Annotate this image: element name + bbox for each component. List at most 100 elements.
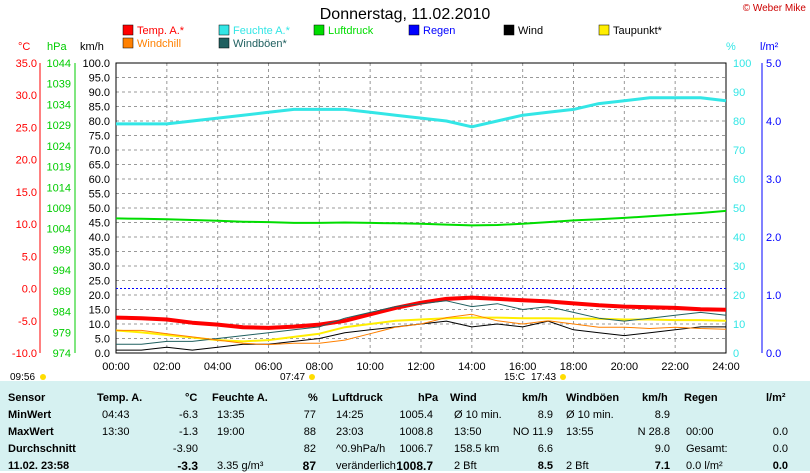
sunrise-left-label: 09:56 <box>10 372 35 381</box>
time-tick-label: 24:00 <box>712 361 740 373</box>
table-cell-temp_t: 13:30 <box>102 426 130 438</box>
legend-swatch <box>218 24 230 36</box>
hpa-tick-label: 979 <box>53 327 71 339</box>
legend-swatch <box>313 24 325 36</box>
table-cell-rain_l: 00:00 <box>686 426 714 438</box>
table-cell-temp_v: -6.3 <box>179 409 198 421</box>
pct-tick-label: 10 <box>733 319 745 331</box>
time-tick-label: 04:00 <box>204 361 232 373</box>
legend-label: Feuchte A.* <box>233 25 291 37</box>
kmh-tick-label: 15.0 <box>89 305 110 317</box>
hdr-sensor: Sensor <box>8 392 46 404</box>
temp-tick-label: -10.0 <box>12 348 37 360</box>
hdr-temp: Temp. A. <box>97 392 143 404</box>
legend-label: Temp. A.* <box>137 25 185 37</box>
kmh-tick-label: 55.0 <box>89 189 110 201</box>
sun-icon <box>40 374 46 380</box>
hpa-tick-label: 989 <box>53 286 71 298</box>
rain-unit-label: l/m² <box>760 41 779 53</box>
hpa-tick-label: 1019 <box>47 162 71 174</box>
kmh-tick-label: 75.0 <box>89 131 110 143</box>
table-cell-hum_v: 82 <box>303 443 316 455</box>
temp-tick-label: 15.0 <box>16 187 37 199</box>
table-cell-hum_v: 87 <box>302 459 316 473</box>
hdr-wind-unit: km/h <box>522 392 548 404</box>
kmh-tick-label: 80.0 <box>89 116 110 128</box>
table-cell-gust_l: Ø 10 min. <box>566 409 614 421</box>
kmh-tick-label: 90.0 <box>89 87 110 99</box>
table-cell-press_t: 23:03 <box>336 426 364 438</box>
kmh-tick-label: 60.0 <box>89 174 110 186</box>
hpa-tick-label: 994 <box>53 265 71 277</box>
table-cell-temp_v: -1.3 <box>179 426 198 438</box>
table-cell-gust_v: 9.0 <box>654 443 670 455</box>
legend-label: Taupunkt* <box>613 25 663 37</box>
time-tick-label: 06:00 <box>255 361 283 373</box>
series-line <box>116 300 727 345</box>
legend-label: Luftdruck <box>328 25 374 37</box>
temp-tick-label: 10.0 <box>16 219 37 231</box>
plot-frame <box>115 62 727 354</box>
temp-tick-label: 30.0 <box>16 90 37 102</box>
table-cell-hum_t: 13:35 <box>217 409 245 421</box>
pct-tick-label: 70 <box>733 145 745 157</box>
table-cell-wind_v: 8.9 <box>537 409 553 421</box>
hdr-hum: Feuchte A. <box>212 392 268 404</box>
hpa-tick-label: 974 <box>53 348 71 360</box>
series-line <box>116 96 727 129</box>
weather-chart: 35.0 30.0 25.0 20.0 15.0 10.0 5.0 0.0 -5.0 -10.0 1… <box>10 24 781 381</box>
rain-tick-label: 0.0 <box>766 348 781 360</box>
table-cell-press_t: veränderlich <box>336 460 396 472</box>
hpa-tick-label: 1024 <box>47 141 71 153</box>
table-cell-press_v: 1005.4 <box>399 409 433 421</box>
temp-tick-label: 20.0 <box>16 155 37 167</box>
hpa-unit-label: hPa <box>47 41 67 53</box>
summary-table: Sensor Temp. A. °C Feuchte A. % Luftdruc… <box>0 381 810 473</box>
kmh-tick-label: 20.0 <box>89 290 110 302</box>
table-cell-wind_l: 13:50 <box>454 426 482 438</box>
table-cell-press_v: 1008.7 <box>396 459 433 473</box>
table-cell-wind_v: 8.5 <box>537 460 553 472</box>
table-cell-press_t: 14:25 <box>336 409 364 421</box>
chart-title: Donnerstag, 11.02.2010 <box>319 6 491 23</box>
table-cell-label: Durchschnitt <box>8 443 76 455</box>
pct-tick-label: 20 <box>733 290 745 302</box>
legend-swatch <box>122 24 134 36</box>
legend-swatch <box>598 24 610 36</box>
kmh-tick-label: 50.0 <box>89 203 110 215</box>
pct-tick-label: 40 <box>733 232 745 244</box>
rain-tick-label: 4.0 <box>766 116 781 128</box>
legend-swatch <box>503 24 515 36</box>
temp-tick-label: 5.0 <box>22 251 37 263</box>
table-cell-gust_l: 2 Bft <box>566 460 589 472</box>
table-cell-press_t: ^0.9hPa/h <box>336 443 386 455</box>
sun-icon <box>309 374 315 380</box>
legend-label: Windböen* <box>233 38 288 50</box>
kmh-tick-label: 30.0 <box>89 261 110 273</box>
hdr-gust-unit: km/h <box>642 392 668 404</box>
pct-tick-label: 90 <box>733 87 745 99</box>
watermark: © Weber Mike <box>742 3 806 14</box>
sunset-label: 17:43 <box>531 372 556 381</box>
kmh-tick-label: 100.0 <box>82 58 110 70</box>
pct-tick-label: 30 <box>733 261 745 273</box>
hdr-press: Luftdruck <box>332 392 383 404</box>
table-cell-hum_t: 3.35 g/m³ <box>217 460 264 472</box>
hdr-wind: Wind <box>450 392 477 404</box>
sunset-mid-label: 15:C <box>504 372 525 381</box>
kmh-unit-label: km/h <box>80 41 104 53</box>
temp-unit-label: °C <box>18 41 30 53</box>
temp-tick-label: 0.0 <box>22 284 37 296</box>
table-cell-gust_v: 8.9 <box>654 409 670 421</box>
table-cell-label: MinWert <box>8 409 52 421</box>
hdr-rain: Regen <box>684 392 718 404</box>
kmh-tick-label: 5.0 <box>95 334 110 346</box>
hdr-temp-unit: °C <box>185 392 198 404</box>
rain-tick-label: 3.0 <box>766 174 781 186</box>
time-tick-label: 18:00 <box>560 361 588 373</box>
rain-tick-label: 1.0 <box>766 290 781 302</box>
table-cell-temp_t: 04:43 <box>102 409 130 421</box>
table-cell-rain_v: 0.0 <box>772 443 788 455</box>
table-cell-rain_v: 0.0 <box>772 460 788 472</box>
legend-label: Wind <box>518 25 543 37</box>
